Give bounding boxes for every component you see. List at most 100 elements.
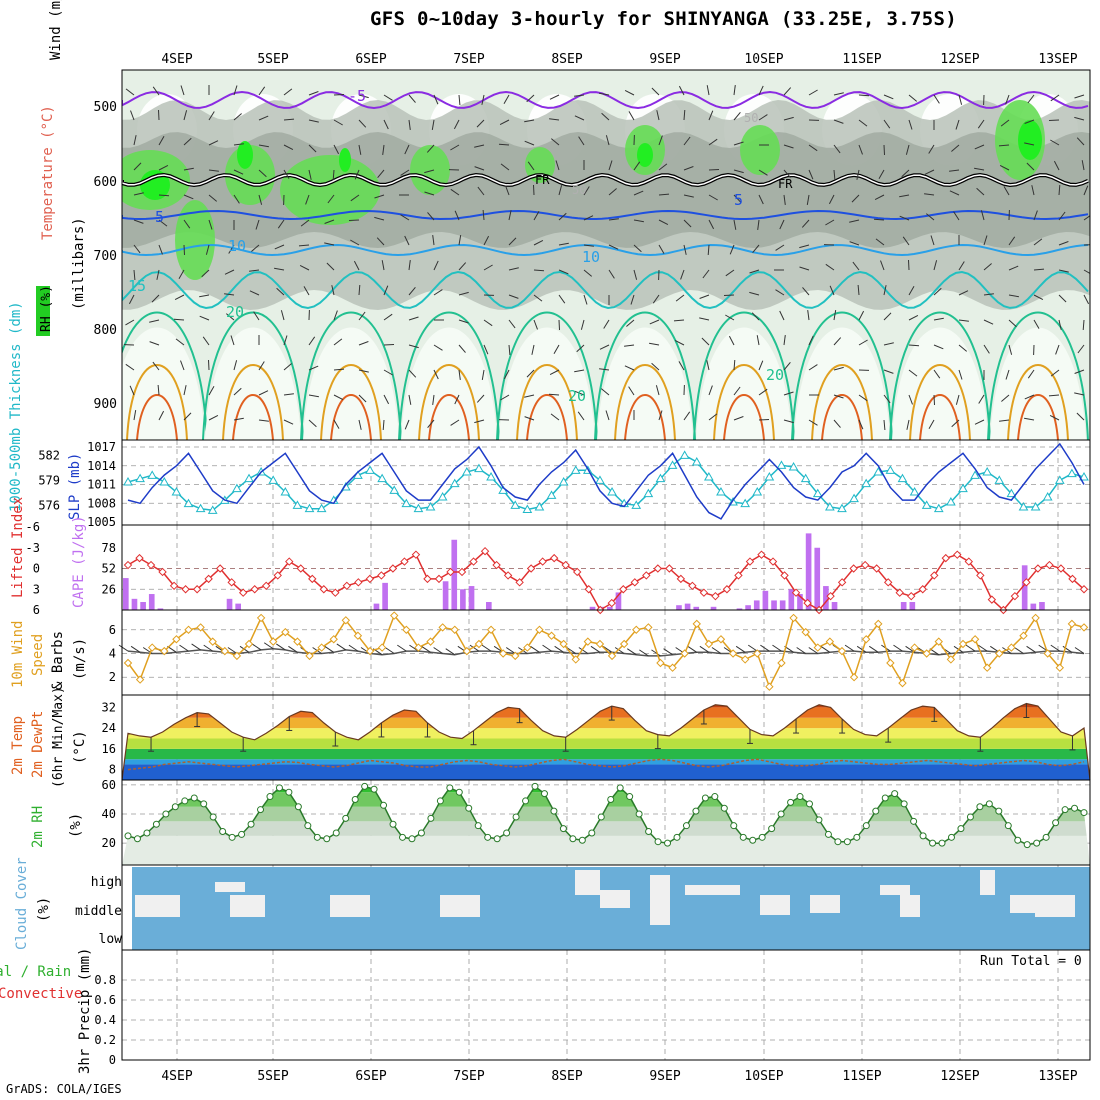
wind-barb (450, 144, 460, 151)
wind-barb (783, 194, 786, 205)
wind-barb (133, 192, 144, 196)
surface-wind-barb (869, 645, 879, 653)
wind-barb (1008, 236, 1016, 246)
wind-speed-line (127, 614, 1085, 689)
wind-barb (180, 85, 185, 96)
wind-barb (1048, 394, 1060, 397)
wind-barb (873, 218, 885, 221)
lifted-index-line-point (492, 560, 501, 570)
wind-barb (499, 119, 510, 126)
boundary-layer-warm (892, 327, 988, 440)
lifted-index-line-point (688, 581, 697, 590)
wind-barb (883, 94, 894, 100)
wind-barb (658, 244, 665, 254)
wind-barb (856, 169, 860, 180)
wind-barb (533, 319, 538, 330)
boundary-layer-warm (794, 327, 890, 440)
wind-barb (558, 319, 560, 331)
wind-speed-line-point (184, 625, 193, 634)
rh-line-point (758, 833, 766, 841)
wind-barb (202, 336, 210, 346)
thickness-line-point (437, 491, 448, 501)
lifted-index-line-point (665, 564, 674, 573)
rh-line-point (522, 797, 530, 805)
wind-barb (708, 110, 714, 121)
thickness-line-point (183, 498, 194, 508)
wind-barb (899, 194, 910, 198)
wind-barb (382, 144, 385, 155)
wind-barb (158, 109, 160, 121)
rh-line-point (891, 790, 899, 798)
wind-barb (350, 239, 360, 246)
wind-barb (249, 269, 260, 272)
wind-barb (649, 319, 660, 325)
contour-30 (624, 394, 666, 440)
cape-bar (779, 600, 786, 610)
wind-barb (829, 285, 835, 296)
wind-barb (350, 194, 360, 202)
wind-speed-line-point (777, 658, 786, 668)
wind-barb (733, 169, 744, 174)
thickness-line-point (933, 503, 944, 513)
rh-very-moist-area (339, 148, 351, 172)
wind-barb (305, 194, 310, 205)
wind-barb (708, 169, 720, 171)
wind-barb (758, 194, 764, 205)
wind-barb (775, 289, 785, 296)
thickness-line-point (631, 500, 642, 509)
thickness-line-point (1067, 468, 1077, 478)
cloud-gap (575, 870, 600, 895)
surface-wind-barb (445, 648, 456, 656)
wind-barb (608, 188, 617, 196)
lifted-index-line-point (1022, 578, 1031, 587)
rh-line-point (664, 839, 672, 847)
thickness-line-point (776, 460, 787, 469)
wind-barb (806, 194, 810, 205)
wind-barb (258, 169, 267, 178)
thickness-line-point (764, 471, 775, 481)
wind-barb (858, 310, 865, 321)
rh-line-point (730, 822, 738, 830)
rh-very-moist-area (1018, 120, 1042, 160)
rh-line-point (872, 807, 880, 815)
rh-line-point (578, 836, 586, 844)
wind-barb (178, 269, 185, 279)
thickness-line-point (861, 478, 872, 488)
cloud-gap (760, 895, 790, 915)
wind-barb (526, 94, 535, 103)
rh-line-point (304, 822, 312, 830)
thickness-line-point (195, 503, 206, 513)
wind-barb (1005, 94, 1010, 105)
wind-barb (333, 394, 344, 401)
wind-barb (1008, 265, 1019, 271)
contour-25 (222, 364, 284, 440)
contour-label-50b: 50 (744, 111, 758, 125)
thickness-line-point (474, 463, 484, 473)
wind-barb (608, 244, 619, 250)
thickness-line-point (292, 500, 303, 509)
rh-line-point (559, 825, 567, 833)
wind-barb (574, 390, 585, 396)
wind-barb (733, 111, 741, 121)
rh-line-point (569, 835, 577, 843)
wind-barb (558, 242, 569, 246)
rh-line-point (389, 820, 397, 828)
wind-barb (998, 144, 1010, 147)
wind-speed-line-point (135, 675, 145, 684)
wind-barb (783, 116, 794, 121)
wind-barb (477, 186, 485, 196)
wind-barb (133, 244, 141, 254)
contour-20 (693, 311, 795, 440)
wind-barb (483, 235, 490, 246)
wind-barb (408, 316, 419, 321)
wind-barb (583, 186, 590, 196)
wind-barb (1083, 294, 1090, 305)
wind-barb (183, 219, 191, 229)
lifted-index-line-point (1010, 591, 1020, 601)
surface-wind-barb (735, 645, 746, 653)
wind-barb (333, 338, 343, 346)
contour-5 (122, 209, 1089, 221)
lifted-index-line-point (711, 591, 720, 601)
grads-credit: GrADS: COLA/IGES (6, 1082, 122, 1096)
wind-barb (683, 109, 686, 121)
